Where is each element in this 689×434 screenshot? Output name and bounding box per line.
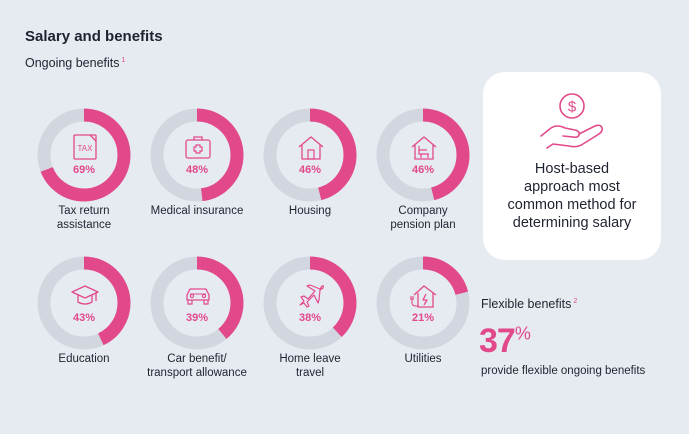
benefit-percentage: 48% xyxy=(185,164,209,176)
donut-chart xyxy=(376,108,470,202)
car-icon xyxy=(186,288,210,305)
pension-chair-icon xyxy=(411,136,437,160)
benefit-tile: 43% Education xyxy=(24,256,144,406)
benefit-percentage: 43% xyxy=(72,312,96,324)
benefit-tile: 48% Medical insurance xyxy=(137,108,257,258)
benefit-label: Tax return assistance xyxy=(56,205,112,231)
hand-coin-icon: $ xyxy=(540,93,603,149)
benefit-tile: 46% Company pension plan xyxy=(363,108,483,258)
donut-chart xyxy=(263,256,357,350)
benefit-label: Education xyxy=(58,353,110,365)
donut-slice xyxy=(263,256,357,350)
donut-slice xyxy=(37,256,131,350)
donut-slice xyxy=(37,108,131,202)
donut-chart xyxy=(150,108,244,202)
flexible-benefits-title: Flexible benefits 2 xyxy=(481,297,577,311)
donut-slice xyxy=(263,108,357,202)
benefit-label: Company pension plan xyxy=(390,205,456,231)
benefit-tile: 46% Housing xyxy=(250,108,370,258)
benefit-percentage: 21% xyxy=(411,312,435,324)
footnote-marker: 1 xyxy=(121,56,126,64)
svg-text:TAX: TAX xyxy=(78,144,94,153)
benefit-label: Housing xyxy=(288,205,332,217)
medical-kit-icon xyxy=(185,136,211,159)
donut-slice xyxy=(150,108,244,202)
flexible-benefits-description: provide flexible ongoing benefits xyxy=(481,365,646,377)
benefit-percentage: 38% xyxy=(298,312,322,324)
tax-icon: TAX xyxy=(73,134,97,160)
utilities-house-icon xyxy=(410,285,437,308)
benefit-label: Car benefit/ transport allowance xyxy=(147,353,247,379)
donut-chart xyxy=(263,108,357,202)
donut-chart xyxy=(37,256,131,350)
benefit-percentage: 46% xyxy=(298,164,322,176)
benefit-label: Utilities xyxy=(404,353,442,365)
benefit-percentage: 39% xyxy=(185,312,209,324)
svg-text:$: $ xyxy=(568,99,577,116)
donut-slice xyxy=(376,108,470,202)
benefit-tile: TAX 69% Tax return assistance xyxy=(24,108,144,258)
subtitle-text: Ongoing benefits xyxy=(25,56,120,70)
graduation-cap-icon xyxy=(71,285,99,305)
airplane-icon xyxy=(299,284,324,308)
flexible-benefits-value: 37% xyxy=(479,322,531,361)
subtitle: Ongoing benefits 1 xyxy=(25,56,125,70)
benefit-tile: 39% Car benefit/ transport allowance xyxy=(137,256,257,406)
flexible-value-unit: % xyxy=(514,323,531,344)
footnote-marker-2: 2 xyxy=(573,297,578,305)
benefit-percentage: 69% xyxy=(72,164,96,176)
benefit-percentage: 46% xyxy=(411,164,435,176)
benefit-tile: 21% Utilities xyxy=(363,256,483,406)
card-text: Host-based approach most common method f… xyxy=(507,161,637,231)
benefit-label: Home leave travel xyxy=(279,353,341,379)
house-icon xyxy=(298,136,324,160)
benefit-label: Medical insurance xyxy=(150,205,244,217)
donut-slice xyxy=(150,256,244,350)
benefit-tile: 38% Home leave travel xyxy=(250,256,370,406)
section-title: Salary and benefits xyxy=(25,28,163,45)
donut-chart xyxy=(37,108,131,202)
flexible-title-text: Flexible benefits xyxy=(481,297,572,311)
donut-chart xyxy=(376,256,470,350)
donut-slice xyxy=(376,256,470,350)
flexible-value-number: 37 xyxy=(479,322,516,360)
donut-chart xyxy=(150,256,244,350)
salary-method-card: $ Host-based approach most common method… xyxy=(483,72,661,260)
